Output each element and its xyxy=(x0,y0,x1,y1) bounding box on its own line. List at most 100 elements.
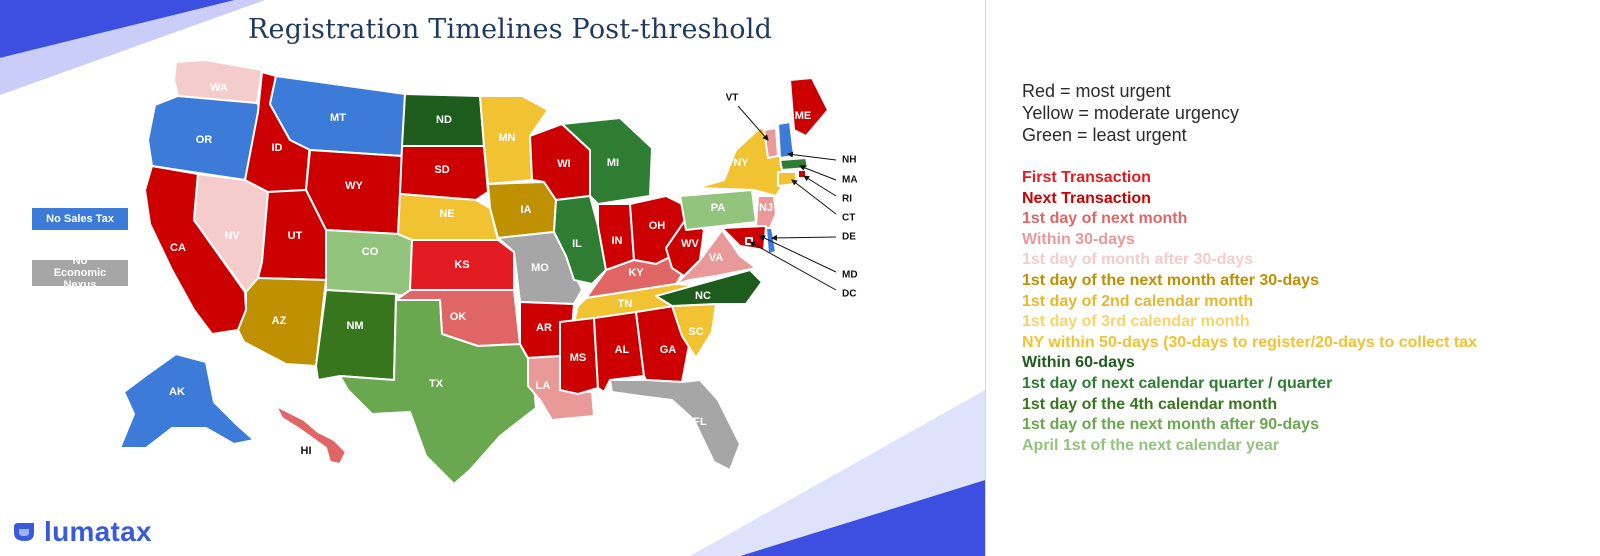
state-sd xyxy=(399,145,489,201)
state-label-ak: AK xyxy=(169,386,185,398)
callout-arrow-ma xyxy=(799,165,837,181)
state-label-fl: FL xyxy=(693,416,707,428)
callout-label-ma: MA xyxy=(842,175,858,186)
state-label-ia: IA xyxy=(521,204,532,216)
key-item: 1st day of month after 30-days xyxy=(1022,251,1254,269)
key-item: Within 60-days xyxy=(1022,354,1135,372)
state-label-ar: AR xyxy=(536,322,552,334)
key-item: 1st day of next calendar quarter / quart… xyxy=(1022,374,1333,392)
slide-background-shapes xyxy=(0,0,985,556)
state-label-ut: UT xyxy=(288,230,303,242)
state-label-me: ME xyxy=(795,110,812,122)
callout-label-ri: RI xyxy=(842,194,852,205)
state-label-nd: ND xyxy=(436,114,452,126)
state-label-va: VA xyxy=(709,252,724,264)
state-label-nm: NM xyxy=(346,320,363,332)
urgency-red: Red = most urgent xyxy=(1022,81,1171,101)
key-item: 1st day of 2nd calendar month xyxy=(1022,292,1254,310)
state-nj xyxy=(755,195,777,233)
legend-panel: Red = most urgent Yellow = moderate urge… xyxy=(986,0,1600,556)
urgency-legend: Red = most urgent Yellow = moderate urge… xyxy=(986,80,1600,146)
state-label-wa: WA xyxy=(210,82,228,94)
state-label-il: IL xyxy=(572,238,582,250)
key-item: 1st day of the 4th calendar month xyxy=(1022,395,1278,413)
state-nm xyxy=(315,289,397,381)
state-label-wv: WV xyxy=(681,238,699,250)
state-label-az: AZ xyxy=(272,315,287,327)
state-va xyxy=(675,229,757,285)
state-label-co: CO xyxy=(362,246,379,258)
page-title: Registration Timelines Post-threshold xyxy=(248,14,773,45)
state-label-mt: MT xyxy=(330,112,346,124)
callout-arrow-ri xyxy=(803,175,837,197)
small-state-callouts: VT NH MA RI CT DE MD DC xyxy=(726,93,858,300)
state-label-id: ID xyxy=(272,142,283,154)
key-item: First Transaction xyxy=(1022,169,1151,186)
callout-arrow-vt xyxy=(737,105,769,141)
state-nh xyxy=(777,121,795,159)
state-label-tx: TX xyxy=(429,378,444,390)
key-item: NY within 50-days (30-days to register/2… xyxy=(1022,333,1477,351)
state-az xyxy=(237,277,327,367)
urgency-yellow: Yellow = moderate urgency xyxy=(1022,103,1239,123)
state-label-or: OR xyxy=(196,134,213,146)
state-ks xyxy=(409,239,515,291)
state-label-al: AL xyxy=(615,344,630,356)
state-il xyxy=(553,195,607,285)
state-co xyxy=(325,229,413,297)
key-item: April 1st of the next calendar year xyxy=(1022,436,1279,454)
states-layer xyxy=(119,59,829,485)
key-item: Next Transaction xyxy=(1022,189,1151,207)
state-me xyxy=(789,77,829,137)
state-tx xyxy=(339,299,537,485)
key-item: Within 30-days xyxy=(1022,230,1135,248)
state-label-tn: TN xyxy=(618,298,633,310)
state-label-wy: WY xyxy=(345,180,363,192)
state-label-mi: MI xyxy=(607,157,619,169)
callout-label-md: MD xyxy=(842,270,858,281)
state-label-sc: SC xyxy=(688,326,703,338)
state-label-sd: SD xyxy=(434,164,449,176)
callout-label-vt: VT xyxy=(726,93,739,104)
map-slide: Registration Timelines Post-threshold No… xyxy=(0,0,986,556)
lumatax-logo-icon xyxy=(14,523,34,541)
callout-arrow-ct xyxy=(791,179,837,215)
state-label-nj: NJ xyxy=(759,202,773,214)
state-label-hi: HI xyxy=(301,445,312,457)
callout-arrow-de xyxy=(771,234,837,241)
state-label-ga: GA xyxy=(660,344,677,356)
lumatax-logo-text: lumatax xyxy=(44,516,152,547)
no-sales-tax-badge: No Sales Tax xyxy=(32,208,128,230)
key-item: 1st day of next month xyxy=(1022,210,1188,228)
callout-arrow-md xyxy=(759,235,837,273)
state-label-ok: OK xyxy=(450,311,467,323)
state-label-ky: KY xyxy=(628,267,644,279)
state-label-ms: MS xyxy=(570,352,587,364)
state-label-mo: MO xyxy=(531,262,549,274)
urgency-green: Green = least urgent xyxy=(1022,125,1187,145)
us-map: WA OR CA NV ID MT WY UT AZ CO NM ND SD NE KS OK TX MN IA MO… xyxy=(119,59,858,485)
key-item: 1st day of 3rd calendar month xyxy=(1022,313,1250,331)
callout-label-de: DE xyxy=(842,232,856,243)
state-label-ne: NE xyxy=(439,208,454,220)
state-label-nc: NC xyxy=(695,290,711,302)
state-ma xyxy=(779,157,809,171)
state-label-wi: WI xyxy=(557,158,570,170)
state-label-oh: OH xyxy=(649,220,666,232)
no-economic-nexus-badge: No Economic Nexus xyxy=(32,255,128,291)
callout-arrow-nh xyxy=(787,151,837,161)
state-ct xyxy=(777,171,797,187)
lumatax-logo: lumatax xyxy=(12,516,152,548)
timeline-key: First Transaction Next Transaction 1st day… xyxy=(1022,168,1600,456)
key-item: 1st day of the next month after 90-days xyxy=(1022,416,1319,434)
state-label-la: LA xyxy=(536,380,551,392)
state-fl xyxy=(609,379,741,471)
state-label-ca: CA xyxy=(170,242,186,254)
labels-layer: WA OR CA NV ID MT WY UT AZ CO NM ND SD NE KS OK TX MN IA MO… xyxy=(169,82,811,457)
state-ms xyxy=(559,317,599,395)
callout-label-dc: DC xyxy=(842,289,856,300)
state-label-mn: MN xyxy=(498,132,515,144)
state-mi xyxy=(561,117,653,205)
state-label-nv: NV xyxy=(224,230,240,242)
callout-label-ct: CT xyxy=(842,213,855,224)
